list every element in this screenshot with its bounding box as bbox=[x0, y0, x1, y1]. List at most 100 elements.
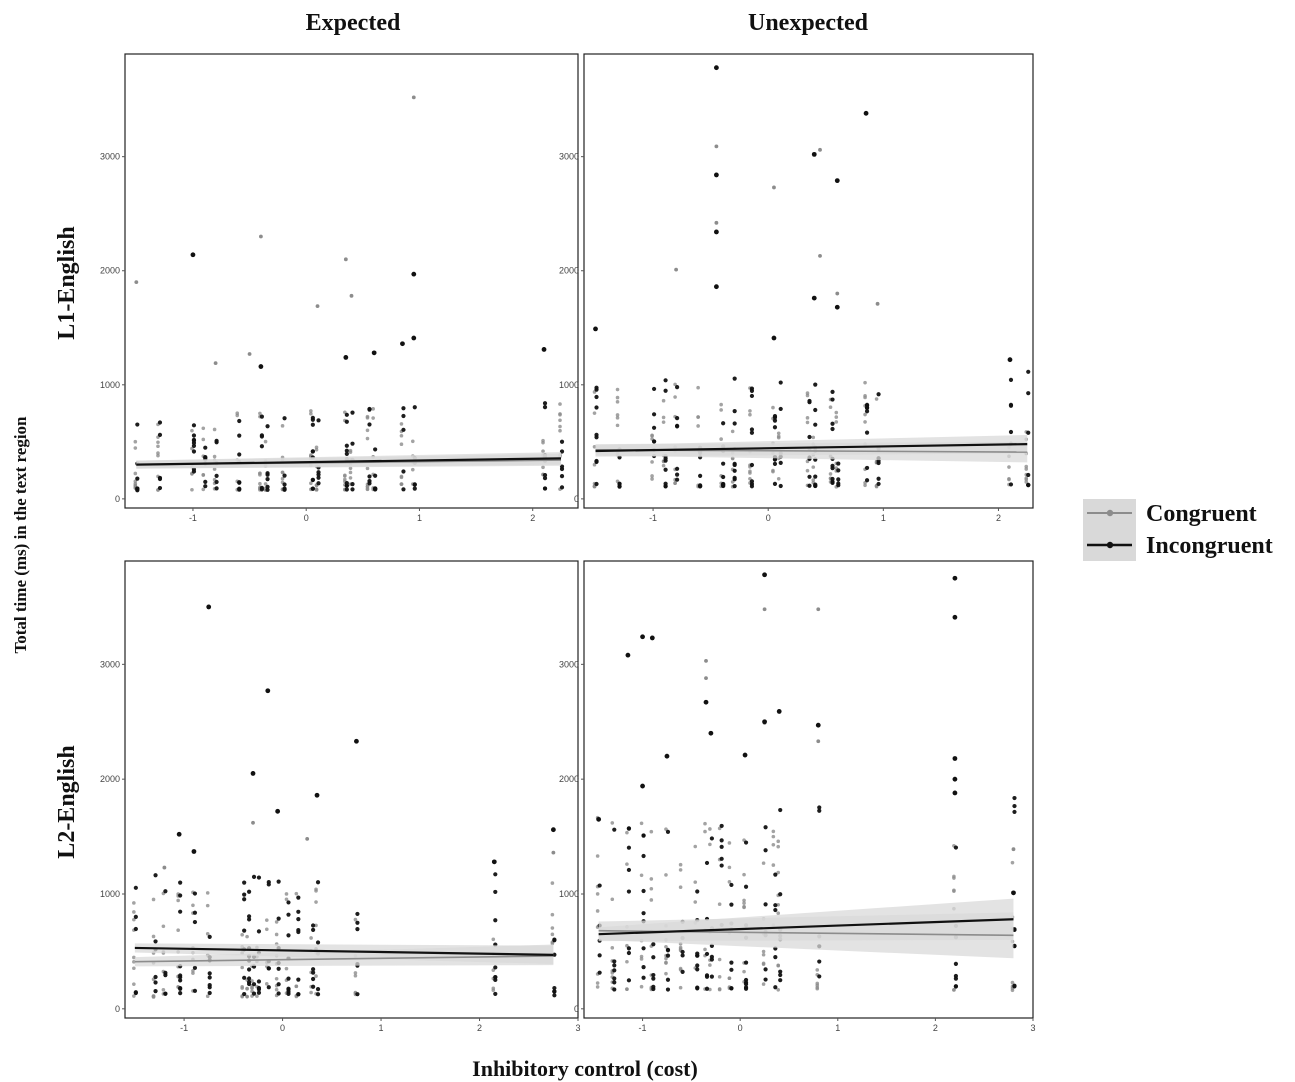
l2-expected-point-incongruent bbox=[153, 989, 158, 994]
l2-unexpected-point-incongruent bbox=[626, 867, 632, 873]
l2-expected-point-incongruent bbox=[178, 975, 183, 980]
l1-unexpected-point-congruent bbox=[615, 387, 620, 392]
l1-expected-point-incongruent bbox=[265, 424, 270, 429]
l2-unexpected-point-incongruent bbox=[612, 980, 617, 985]
l1-unexpected-point-congruent bbox=[874, 397, 879, 401]
l2-expected-point-incongruent bbox=[311, 970, 316, 975]
l2-expected-point-incongruent bbox=[242, 892, 247, 897]
l1-expected-point-incongruent bbox=[344, 412, 349, 417]
l2-expected-point-incongruent bbox=[552, 937, 557, 942]
l2-expected-point-congruent bbox=[245, 994, 249, 999]
l1-unexpected-point-congruent bbox=[719, 402, 723, 407]
l2-unexpected-point-incongruent bbox=[612, 968, 617, 973]
l2-unexpected-point-incongruent bbox=[665, 829, 671, 834]
l1-expected-point-incongruent bbox=[344, 451, 349, 456]
l2-unexpected-point-congruent bbox=[717, 957, 722, 962]
l2-expected-point-congruent bbox=[264, 982, 269, 986]
l2-unexpected-point-incongruent bbox=[695, 967, 700, 972]
l2-expected-point-congruent bbox=[491, 968, 496, 972]
l1-unexpected-point-congruent bbox=[673, 481, 677, 486]
l1-unexpected-point-incongruent bbox=[663, 378, 668, 383]
l1-expected-point-congruent bbox=[258, 411, 262, 416]
l2-expected-point-congruent bbox=[132, 917, 136, 922]
l2-expected-point-congruent bbox=[353, 971, 358, 975]
legend-label-incongruent: Incongruent bbox=[1146, 533, 1273, 559]
l1-expected-point-congruent bbox=[314, 487, 319, 492]
l1-unexpected-point-incongruent bbox=[876, 481, 881, 487]
l2-unexpected-point-incongruent bbox=[817, 974, 822, 979]
l1-unexpected-point-incongruent bbox=[772, 461, 778, 466]
l2-expected-point-incongruent bbox=[242, 880, 247, 885]
l2-unexpected-ytick-label: 3000 bbox=[559, 659, 579, 669]
l2-expected-point-congruent bbox=[264, 927, 269, 932]
l2-unexpected-point-congruent bbox=[727, 865, 732, 870]
l2-unexpected-point-congruent bbox=[639, 873, 644, 878]
l2-expected-point-incongruent bbox=[163, 970, 168, 976]
l2-unexpected-point-congruent bbox=[742, 904, 746, 909]
l1-unexpected-point-incongruent bbox=[651, 425, 657, 430]
l2-expected-point-incongruent bbox=[276, 982, 281, 987]
l1-expected-point-incongruent bbox=[310, 486, 315, 491]
column-title-unexpected: Unexpected bbox=[748, 10, 869, 36]
l2-unexpected-point-incongruent bbox=[763, 977, 768, 982]
l1-expected-point-congruent bbox=[343, 473, 347, 478]
l1-unexpected-point-congruent bbox=[661, 463, 666, 468]
l2-unexpected-point-incongruent bbox=[695, 963, 700, 968]
l2-expected-point-incongruent bbox=[256, 875, 262, 880]
l1-expected-xtick-label: -1 bbox=[189, 513, 197, 523]
l1-unexpected-point-congruent bbox=[805, 416, 810, 420]
l2-expected-ytick-label: 1000 bbox=[100, 889, 120, 899]
l1-expected-point-congruent bbox=[133, 483, 138, 487]
l2-expected-point-congruent bbox=[274, 920, 279, 924]
l1-unexpected-point-incongruent bbox=[1008, 429, 1014, 435]
l1-unexpected-point-incongruent bbox=[778, 406, 783, 412]
l2-expected-point-congruent bbox=[191, 903, 195, 908]
l2-expected-point-congruent bbox=[294, 891, 299, 896]
l1-expected-point-incongruent bbox=[367, 481, 372, 486]
l1-unexpected-point-incongruent bbox=[675, 472, 680, 477]
l2-unexpected-point-incongruent bbox=[743, 977, 749, 983]
l2-unexpected-point-incongruent bbox=[817, 805, 822, 810]
l2-expected-point-congruent bbox=[284, 892, 289, 896]
l1-unexpected-point-congruent bbox=[834, 420, 839, 424]
l2-expected-xtick-label: 0 bbox=[280, 1023, 285, 1033]
l2-unexpected-point-incongruent bbox=[626, 845, 632, 850]
l1-unexpected-point-incongruent bbox=[830, 421, 835, 426]
l1-unexpected-point-incongruent bbox=[732, 468, 737, 473]
l1-unexpected-point-incongruent bbox=[651, 439, 657, 444]
l1-expected-point-incongruent bbox=[316, 481, 321, 486]
l1-expected-outlier-congruent bbox=[213, 361, 218, 366]
row-title-l1-english: L1-English bbox=[54, 226, 80, 339]
l1-unexpected-xtick-label: 0 bbox=[766, 513, 771, 523]
l1-expected-point-congruent bbox=[399, 422, 404, 426]
l1-unexpected-point-incongruent bbox=[864, 478, 870, 483]
l2-unexpected-ytick-label: 0 bbox=[574, 1004, 579, 1014]
l2-expected-point-incongruent bbox=[178, 880, 183, 885]
l1-unexpected-point-congruent bbox=[673, 395, 677, 399]
l2-expected-point-incongruent bbox=[296, 992, 301, 997]
l2-unexpected-fit-line-incongruent bbox=[598, 918, 1014, 936]
l2-unexpected-outlier-incongruent bbox=[762, 572, 767, 578]
l2-expected-outlier-incongruent bbox=[250, 771, 256, 776]
l1-expected-point-congruent bbox=[212, 467, 217, 471]
l2-unexpected-point-congruent bbox=[693, 844, 698, 849]
l2-expected-point-incongruent bbox=[552, 989, 557, 994]
x-axis-title: Inhibitory control (cost) bbox=[472, 1056, 698, 1081]
l2-unexpected-point-congruent bbox=[1010, 860, 1015, 865]
l1-unexpected-point-congruent bbox=[650, 474, 654, 478]
l2-unexpected-point-incongruent bbox=[773, 985, 778, 990]
l2-expected-point-congruent bbox=[205, 903, 210, 908]
l2-unexpected-outlier-incongruent bbox=[742, 752, 748, 758]
l2-expected-point-incongruent bbox=[163, 991, 168, 996]
l1-unexpected-point-incongruent bbox=[836, 461, 841, 466]
l2-unexpected-point-incongruent bbox=[597, 953, 602, 958]
l1-unexpected-point-congruent bbox=[863, 380, 867, 385]
l2-expected-point-incongruent bbox=[251, 991, 257, 996]
l1-unexpected-point-incongruent bbox=[594, 405, 599, 410]
l1-unexpected-outlier-congruent bbox=[818, 147, 822, 152]
l2-unexpected-point-incongruent bbox=[953, 976, 959, 981]
l1-unexpected-point-congruent bbox=[863, 412, 867, 417]
l1-expected-point-incongruent bbox=[401, 406, 406, 411]
l1-expected-outlier-incongruent bbox=[400, 341, 405, 347]
l2-expected-point-incongruent bbox=[266, 882, 271, 887]
